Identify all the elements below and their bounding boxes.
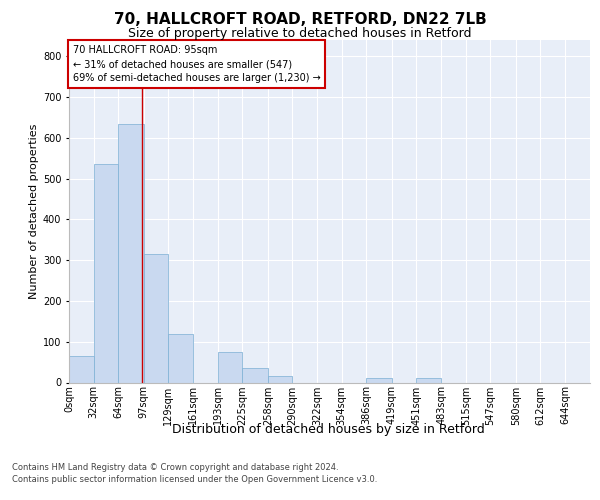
Text: 70 HALLCROFT ROAD: 95sqm
← 31% of detached houses are smaller (547)
69% of semi-: 70 HALLCROFT ROAD: 95sqm ← 31% of detach… <box>73 45 320 83</box>
Bar <box>94 164 118 382</box>
Bar <box>268 376 292 382</box>
Bar <box>416 378 441 382</box>
Text: Size of property relative to detached houses in Retford: Size of property relative to detached ho… <box>128 28 472 40</box>
Bar <box>169 334 193 382</box>
Bar <box>118 124 144 382</box>
Text: Distribution of detached houses by size in Retford: Distribution of detached houses by size … <box>172 422 485 436</box>
Bar <box>242 368 268 382</box>
Bar <box>144 254 169 382</box>
Y-axis label: Number of detached properties: Number of detached properties <box>29 124 38 299</box>
Bar <box>218 352 242 382</box>
Bar <box>367 378 392 382</box>
Text: Contains HM Land Registry data © Crown copyright and database right 2024.: Contains HM Land Registry data © Crown c… <box>12 464 338 472</box>
Bar <box>69 356 94 382</box>
Text: Contains public sector information licensed under the Open Government Licence v3: Contains public sector information licen… <box>12 475 377 484</box>
Text: 70, HALLCROFT ROAD, RETFORD, DN22 7LB: 70, HALLCROFT ROAD, RETFORD, DN22 7LB <box>113 12 487 28</box>
